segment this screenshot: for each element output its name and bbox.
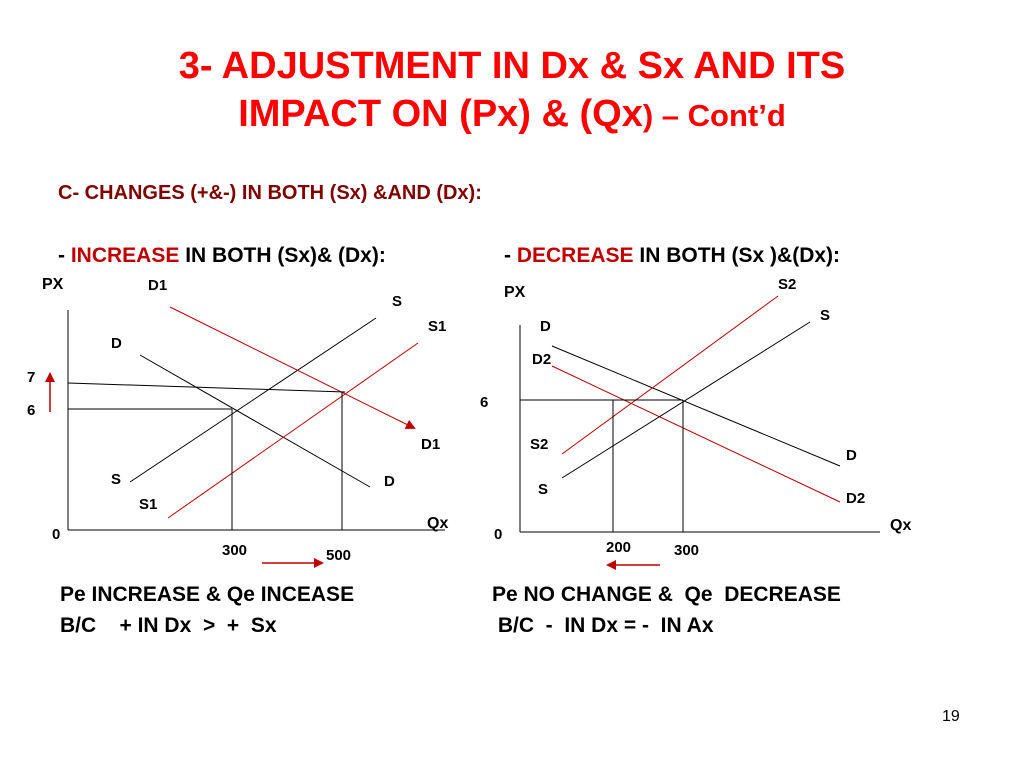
right-supply-s xyxy=(561,321,811,479)
title-line-2: IMPACT ON (Px) & (Qx) – Cont’d xyxy=(238,93,786,135)
left-diagram: PX D1 S S1 D 7 6 D1 S D S1 Qx 0 300 500 xyxy=(27,276,448,568)
left-label-6: 6 xyxy=(27,402,35,419)
left-conclusion-2: B/C + IN Dx > + Sx xyxy=(60,614,277,637)
left-heading: - INCREASE IN BOTH (Sx)& (Dx): xyxy=(58,244,386,267)
left-label-origin: 0 xyxy=(52,526,60,543)
right-label-6: 6 xyxy=(480,394,488,411)
left-label-s-bottom: S xyxy=(111,471,121,488)
left-label-d1-top: D1 xyxy=(148,277,167,294)
left-label-7: 7 xyxy=(27,369,35,386)
left-label-500: 500 xyxy=(326,547,351,564)
left-label-s1-bottom: S1 xyxy=(139,496,157,513)
left-label-qx: Qx xyxy=(427,515,448,532)
right-label-s2-mid: S2 xyxy=(530,436,548,453)
right-label-d2-top: D2 xyxy=(532,351,551,368)
left-supply-s xyxy=(129,317,377,483)
right-diagram: S2 PX S D D2 6 S2 D S D2 Qx 0 200 300 xyxy=(480,276,911,570)
right-label-d-top: D xyxy=(540,318,551,335)
slide-number: 19 xyxy=(942,708,960,725)
right-demand-d2 xyxy=(551,365,841,503)
right-label-d2-bottom: D2 xyxy=(846,490,865,507)
left-label-d1-arrow: D1 xyxy=(421,436,440,453)
right-label-origin: 0 xyxy=(494,526,502,543)
left-price-line-7 xyxy=(67,382,346,393)
right-label-200: 200 xyxy=(606,539,631,556)
left-label-d-top: D xyxy=(111,335,122,352)
right-conclusion-1: Pe NO CHANGE & Qe DECREASE xyxy=(492,583,841,606)
section-subtitle: C- CHANGES (+&-) IN BOTH (Sx) &AND (Dx): xyxy=(58,182,482,204)
left-demand-d1 xyxy=(169,306,416,429)
right-label-d-bottom: D xyxy=(846,447,857,464)
right-label-300: 300 xyxy=(674,542,699,559)
left-label-300: 300 xyxy=(222,542,247,559)
right-heading: - DECREASE IN BOTH (Sx )&(Dx): xyxy=(504,244,841,267)
left-label-s1-top: S1 xyxy=(428,318,446,335)
right-label-s2-top: S2 xyxy=(778,276,796,293)
left-label-d-bottom: D xyxy=(384,473,395,490)
right-label-s-top: S xyxy=(820,307,830,324)
left-supply-s1 xyxy=(167,342,419,519)
left-label-px: PX xyxy=(42,276,64,293)
right-label-qx: Qx xyxy=(890,517,911,534)
left-demand-d xyxy=(139,354,371,488)
right-conclusion-2: B/C - IN Dx = - IN Ax xyxy=(492,614,714,637)
slide-title: 3- ADJUSTMENT IN Dx & Sx AND ITS IMPACT … xyxy=(0,42,1024,140)
right-demand-d xyxy=(551,345,841,467)
right-label-px: PX xyxy=(504,284,526,301)
right-label-s-bottom: S xyxy=(538,481,548,498)
left-label-s-top: S xyxy=(392,293,402,310)
right-supply-s2 xyxy=(561,295,779,455)
left-conclusion-1: Pe INCREASE & Qe INCEASE xyxy=(60,583,355,606)
title-line-1: 3- ADJUSTMENT IN Dx & Sx AND ITS xyxy=(178,45,846,87)
